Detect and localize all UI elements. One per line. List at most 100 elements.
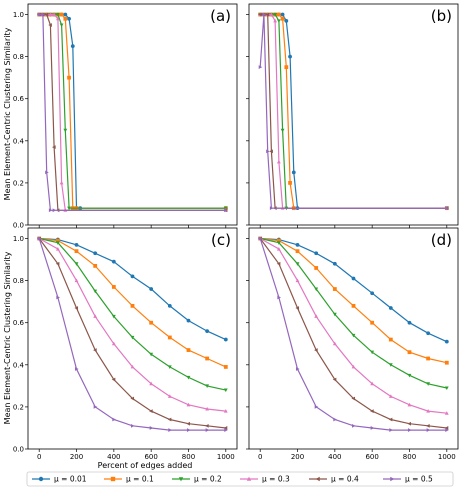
data-point <box>56 295 60 300</box>
data-point <box>186 421 191 426</box>
data-point <box>44 12 49 17</box>
series-6 <box>258 12 449 211</box>
data-point <box>223 426 228 430</box>
data-point <box>295 242 300 247</box>
data-point <box>70 44 75 48</box>
data-point <box>332 312 337 317</box>
data-point <box>332 287 337 291</box>
data-point <box>45 170 49 175</box>
data-point <box>444 360 449 365</box>
data-point <box>63 16 68 21</box>
data-point <box>111 285 116 289</box>
series-3 <box>258 237 449 391</box>
legend-label: μ = 0.2 <box>194 475 222 484</box>
panel-2: (b) <box>246 3 459 228</box>
data-point <box>112 417 116 422</box>
y-tick-label: 0.6 <box>13 319 25 327</box>
legend-entry: μ = 0.01 <box>32 475 87 484</box>
data-point <box>223 337 228 342</box>
data-point <box>258 12 262 17</box>
y-tick-label: 0.8 <box>13 53 24 61</box>
x-tick-label: 1000 <box>217 453 235 461</box>
x-tick-label: 0 <box>37 453 41 461</box>
panel-4: 0 200 400 600 800 1000 (d) <box>246 227 459 461</box>
x-axis-title: Percent of edges added <box>98 461 193 470</box>
y-tick-label: 1.0 <box>13 11 24 19</box>
data-point <box>258 65 263 70</box>
plot-area <box>248 227 459 450</box>
data-point <box>276 19 281 23</box>
data-point <box>41 12 46 17</box>
data-point <box>186 348 191 352</box>
legend-entry: μ = 0.3 <box>240 475 290 484</box>
plot-area <box>248 3 459 226</box>
data-point <box>130 303 135 308</box>
data-point <box>269 206 274 211</box>
series-6 <box>37 12 228 213</box>
data-point <box>130 274 135 279</box>
data-point <box>407 350 412 355</box>
data-point <box>74 306 79 310</box>
panel-label: (b) <box>431 7 452 25</box>
legend-entry: μ = 0.2 <box>172 475 222 484</box>
data-point <box>149 409 153 414</box>
legend-marker <box>38 476 44 482</box>
data-point <box>63 128 68 133</box>
panel-label: (c) <box>211 231 231 249</box>
panels-layer: 0.0 0.2 0.4 0.6 0.8 1.0 (a) (b) 0 200 400 600 800 100… <box>13 3 459 461</box>
data-point <box>55 13 60 17</box>
data-point <box>288 181 292 185</box>
legend-label: μ = 0.3 <box>262 475 290 484</box>
data-point <box>314 348 318 352</box>
data-point <box>149 426 154 430</box>
data-point <box>223 388 228 393</box>
legend-entry: μ = 0.1 <box>104 475 154 484</box>
data-point <box>280 128 285 133</box>
data-point <box>333 417 337 422</box>
y-tick-label: 0.0 <box>13 446 24 454</box>
data-point <box>273 18 278 23</box>
data-point <box>332 261 337 266</box>
panel-label: (a) <box>210 7 231 25</box>
data-point <box>351 276 356 281</box>
legend-label: μ = 0.1 <box>126 475 154 484</box>
data-point <box>426 331 431 336</box>
x-tick-label: 0 <box>258 453 262 461</box>
data-point <box>52 208 57 213</box>
x-tick-label: 800 <box>182 453 195 461</box>
data-point <box>280 16 285 21</box>
data-point <box>52 12 57 17</box>
data-point <box>288 54 292 59</box>
data-point <box>266 149 270 154</box>
data-point <box>426 409 431 413</box>
data-point <box>93 263 98 268</box>
data-point <box>55 246 60 251</box>
y-axis-title-bottom: Mean Element-Centric Clustering Similari… <box>3 251 12 424</box>
data-point <box>67 16 71 21</box>
data-point <box>37 236 42 241</box>
panel-1: 0.0 0.2 0.4 0.6 0.8 1.0 (a) <box>13 3 238 230</box>
data-point <box>223 409 228 413</box>
data-point <box>388 306 393 310</box>
data-point <box>314 287 319 292</box>
data-point <box>370 426 375 430</box>
data-point <box>314 405 319 409</box>
data-point <box>224 208 228 213</box>
data-point <box>388 417 393 422</box>
plot-area <box>27 3 238 226</box>
data-point <box>149 381 154 386</box>
data-point <box>205 329 210 334</box>
x-tick-label: 600 <box>144 453 157 461</box>
data-point <box>111 259 116 264</box>
data-point <box>276 159 281 164</box>
data-point <box>48 23 52 27</box>
y-tick-label: 0.4 <box>13 361 25 369</box>
data-point <box>48 12 53 17</box>
data-point <box>205 356 210 361</box>
data-point <box>167 335 172 340</box>
y-tick-label: 0.0 <box>13 222 24 230</box>
series-6 <box>37 236 228 432</box>
data-point <box>276 246 281 251</box>
data-point <box>407 421 412 426</box>
